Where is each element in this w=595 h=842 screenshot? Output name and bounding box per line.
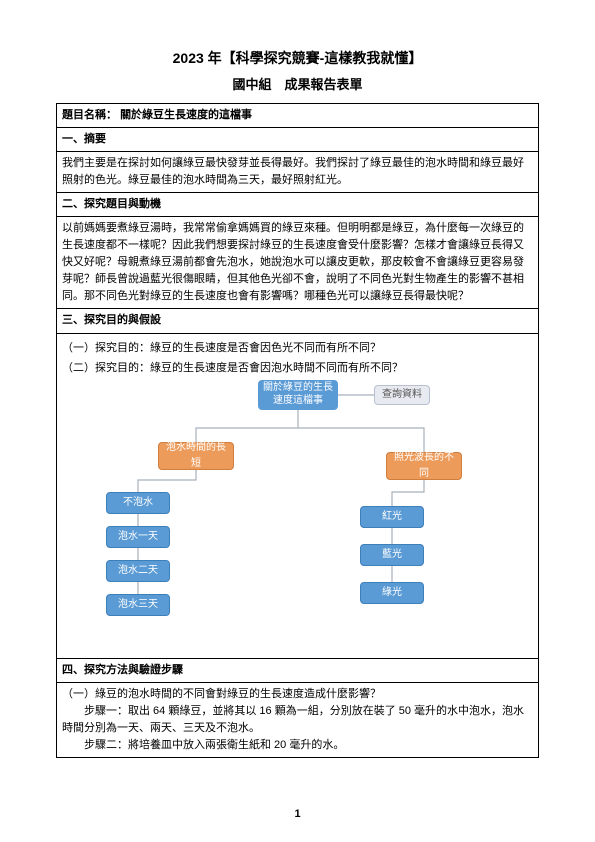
node-search: 查詢資料	[374, 385, 430, 405]
topic-value: 關於綠豆生長速度的這檔事	[120, 109, 252, 121]
node-leaf-right-0: 紅光	[360, 506, 424, 528]
section2-title: 二、探究題目與動機	[57, 193, 539, 217]
section3-title: 三、探究目的與假設	[57, 309, 539, 333]
section4-body: （一）綠豆的泡水時間的不同會對綠豆的生長速度造成什麼影響？ 步驟一：取出 64 …	[57, 682, 539, 757]
diagram: 關於綠豆的生長速度這檔事 查詢資料 泡水時間的長短 照光波長的不同 不泡水 泡水…	[62, 380, 533, 650]
section1-title: 一、摘要	[57, 128, 539, 152]
section4-title: 四、探究方法與驗證步驟	[57, 658, 539, 682]
node-leaf-left-1: 泡水一天	[106, 526, 170, 548]
section1-body: 我們主要是在探討如何讓綠豆最快發芽並長得最好。我們探討了綠豆最佳的泡水時間和綠豆…	[57, 152, 539, 193]
section2-body: 以前媽媽要煮綠豆湯時，我常常偷拿媽媽買的綠豆來種。但明明都是綠豆，為什麼每一次綠…	[57, 217, 539, 309]
page-title: 2023 年【科學探究競賽-這樣教我就懂】	[56, 48, 539, 68]
question-1: （一）探究目的：綠豆的生長速度是否會因色光不同而有所不同？	[62, 340, 533, 357]
topic-label: 題目名稱：	[62, 109, 117, 121]
topic-row: 題目名稱： 關於綠豆生長速度的這檔事	[57, 104, 539, 128]
question-2: （二）探究目的：綠豆的生長速度是否會因泡水時間不同而有所不同？	[62, 360, 533, 377]
page-number: 1	[0, 808, 595, 820]
node-branch-right: 照光波長的不同	[386, 452, 462, 480]
page-subtitle: 國中組 成果報告表單	[56, 74, 539, 93]
section3-body: （一）探究目的：綠豆的生長速度是否會因色光不同而有所不同？ （二）探究目的：綠豆…	[57, 333, 539, 658]
node-leaf-left-3: 泡水三天	[106, 594, 170, 616]
node-leaf-left-2: 泡水二天	[106, 560, 170, 582]
node-leaf-right-2: 綠光	[360, 582, 424, 604]
node-root: 關於綠豆的生長速度這檔事	[258, 380, 338, 410]
node-leaf-right-1: 藍光	[360, 544, 424, 566]
report-table: 題目名稱： 關於綠豆生長速度的這檔事 一、摘要 我們主要是在探討如何讓綠豆最快發…	[56, 103, 539, 758]
node-leaf-left-0: 不泡水	[106, 492, 170, 514]
node-branch-left: 泡水時間的長短	[158, 442, 234, 470]
